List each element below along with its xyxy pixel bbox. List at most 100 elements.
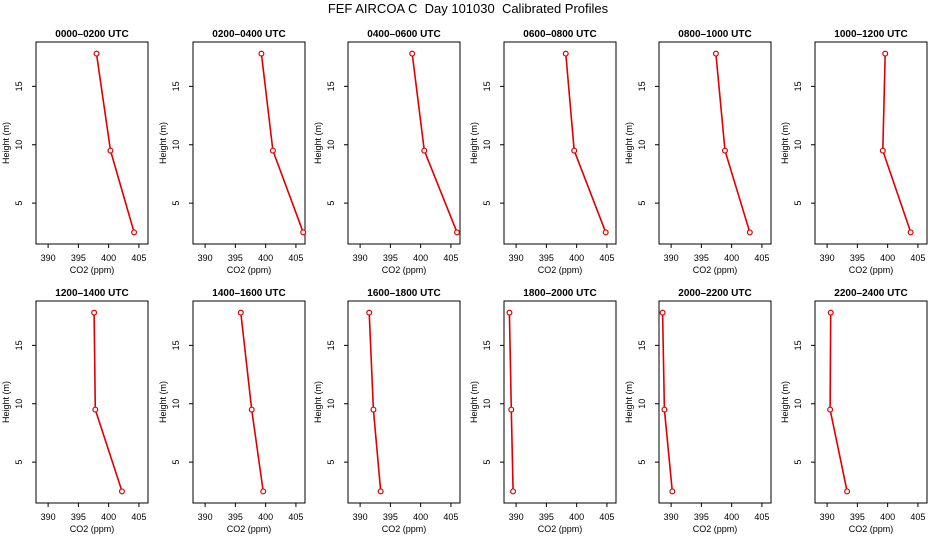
profile-line — [881, 53, 912, 233]
x-tick-label: 405 — [288, 253, 303, 263]
data-point — [300, 229, 307, 236]
x-tick-label: 400 — [880, 253, 895, 263]
y-axis-label: Height (m) — [158, 381, 168, 423]
x-axis-label: CO2 (ppm) — [693, 524, 738, 534]
profile-line — [260, 53, 304, 233]
plot-frame — [35, 41, 149, 245]
figure-title: FEF AIRCOA C Day 101030 Calibrated Profi… — [327, 1, 609, 16]
x-tick-label: 395 — [694, 253, 709, 263]
data-point — [91, 309, 98, 316]
data-point — [721, 147, 728, 154]
y-tick-label: 10 — [171, 140, 181, 150]
panel-title: 1400–1600 UTC — [212, 288, 285, 299]
x-axis-label: CO2 (ppm) — [538, 524, 583, 534]
chart-panel: 2200–2400 UTC 390 395 400 405 CO2 (ppm) 5 10 15 H… — [780, 288, 928, 534]
x-tick-label: 390 — [198, 512, 213, 522]
data-point — [377, 488, 384, 495]
y-tick-label: 15 — [326, 81, 336, 91]
data-point — [712, 50, 719, 57]
y-tick-label: 10 — [14, 399, 24, 409]
panel-title: 2000–2200 UTC — [678, 288, 751, 299]
x-tick-label: 390 — [664, 512, 679, 522]
profile-line — [829, 312, 848, 492]
y-tick-label: 5 — [14, 201, 24, 206]
x-tick-label: 395 — [71, 253, 86, 263]
y-tick-label: 10 — [793, 140, 803, 150]
x-axis-label: CO2 (ppm) — [227, 265, 272, 275]
data-point — [248, 406, 255, 413]
y-axis-label: Height (m) — [1, 122, 11, 164]
data-point — [827, 309, 834, 316]
x-tick-label: 390 — [509, 253, 524, 263]
y-axis-label: Height (m) — [624, 381, 634, 423]
data-point — [661, 406, 668, 413]
x-tick-label: 400 — [258, 253, 273, 263]
x-tick-label: 395 — [383, 512, 398, 522]
profile-line — [661, 312, 674, 492]
data-point — [879, 147, 886, 154]
x-tick-label: 390 — [820, 253, 835, 263]
x-tick-label: 400 — [569, 512, 584, 522]
y-tick-label: 5 — [482, 201, 492, 206]
x-axis-label: CO2 (ppm) — [538, 265, 583, 275]
data-point — [746, 229, 753, 236]
data-point — [370, 406, 377, 413]
x-tick-label: 405 — [443, 512, 458, 522]
data-point — [92, 406, 99, 413]
data-point — [562, 50, 569, 57]
y-tick-label: 10 — [14, 140, 24, 150]
data-point — [453, 229, 460, 236]
x-tick-label: 400 — [101, 253, 116, 263]
panel-title: 1200–1400 UTC — [55, 288, 128, 299]
plot-frame — [192, 41, 306, 245]
chart-panel: 0000–0200 UTC 390 395 400 405 CO2 (ppm) 5 10 15 H… — [1, 29, 149, 275]
x-axis-label: CO2 (ppm) — [227, 524, 272, 534]
y-tick-label: 10 — [793, 399, 803, 409]
y-tick-label: 10 — [171, 399, 181, 409]
x-tick-label: 400 — [413, 512, 428, 522]
chart-panel: 0200–0400 UTC 390 395 400 405 CO2 (ppm) 5 10 15 H… — [158, 29, 307, 275]
x-tick-label: 400 — [413, 253, 428, 263]
panel-title: 0000–0200 UTC — [55, 29, 128, 40]
chart-panel: 0800–1000 UTC 390 395 400 405 CO2 (ppm) 5 10 15 H… — [624, 29, 772, 275]
y-tick-label: 10 — [326, 140, 336, 150]
x-tick-label: 390 — [353, 512, 368, 522]
plot-frame — [814, 41, 928, 245]
x-tick-label: 390 — [509, 512, 524, 522]
y-tick-label: 5 — [326, 460, 336, 465]
data-point — [409, 50, 416, 57]
x-tick-label: 400 — [880, 512, 895, 522]
data-point — [571, 147, 578, 154]
data-point — [366, 309, 373, 316]
chart-panel: 1400–1600 UTC 390 395 400 405 CO2 (ppm) 5 10 15 H… — [158, 288, 306, 534]
x-tick-label: 395 — [228, 253, 243, 263]
plot-frame — [35, 300, 149, 504]
x-tick-label: 400 — [569, 253, 584, 263]
x-tick-label: 405 — [288, 512, 303, 522]
y-tick-label: 5 — [326, 201, 336, 206]
panel-title: 0600–0800 UTC — [523, 29, 596, 40]
panel-title: 1000–1200 UTC — [834, 29, 907, 40]
data-point — [506, 309, 513, 316]
x-tick-label: 405 — [599, 512, 614, 522]
y-tick-label: 10 — [482, 399, 492, 409]
chart-panel: 1200–1400 UTC 390 395 400 405 CO2 (ppm) 5 10 15 H… — [1, 288, 149, 534]
profile-line — [715, 53, 751, 233]
chart-panel: 1000–1200 UTC 390 395 400 405 CO2 (ppm) 5 10 15 H… — [780, 29, 928, 275]
plot-frame — [192, 300, 306, 504]
y-tick-label: 15 — [793, 81, 803, 91]
x-tick-label: 390 — [820, 512, 835, 522]
x-tick-label: 390 — [41, 512, 56, 522]
x-tick-label: 400 — [101, 512, 116, 522]
y-tick-label: 10 — [637, 140, 647, 150]
data-point — [508, 406, 515, 413]
panel-title: 0200–0400 UTC — [212, 29, 285, 40]
x-tick-label: 400 — [724, 253, 739, 263]
plot-frame — [503, 300, 617, 504]
data-point — [510, 488, 517, 495]
y-tick-label: 5 — [637, 201, 647, 206]
plot-frame — [347, 41, 461, 245]
x-tick-label: 405 — [131, 512, 146, 522]
x-tick-label: 395 — [228, 512, 243, 522]
